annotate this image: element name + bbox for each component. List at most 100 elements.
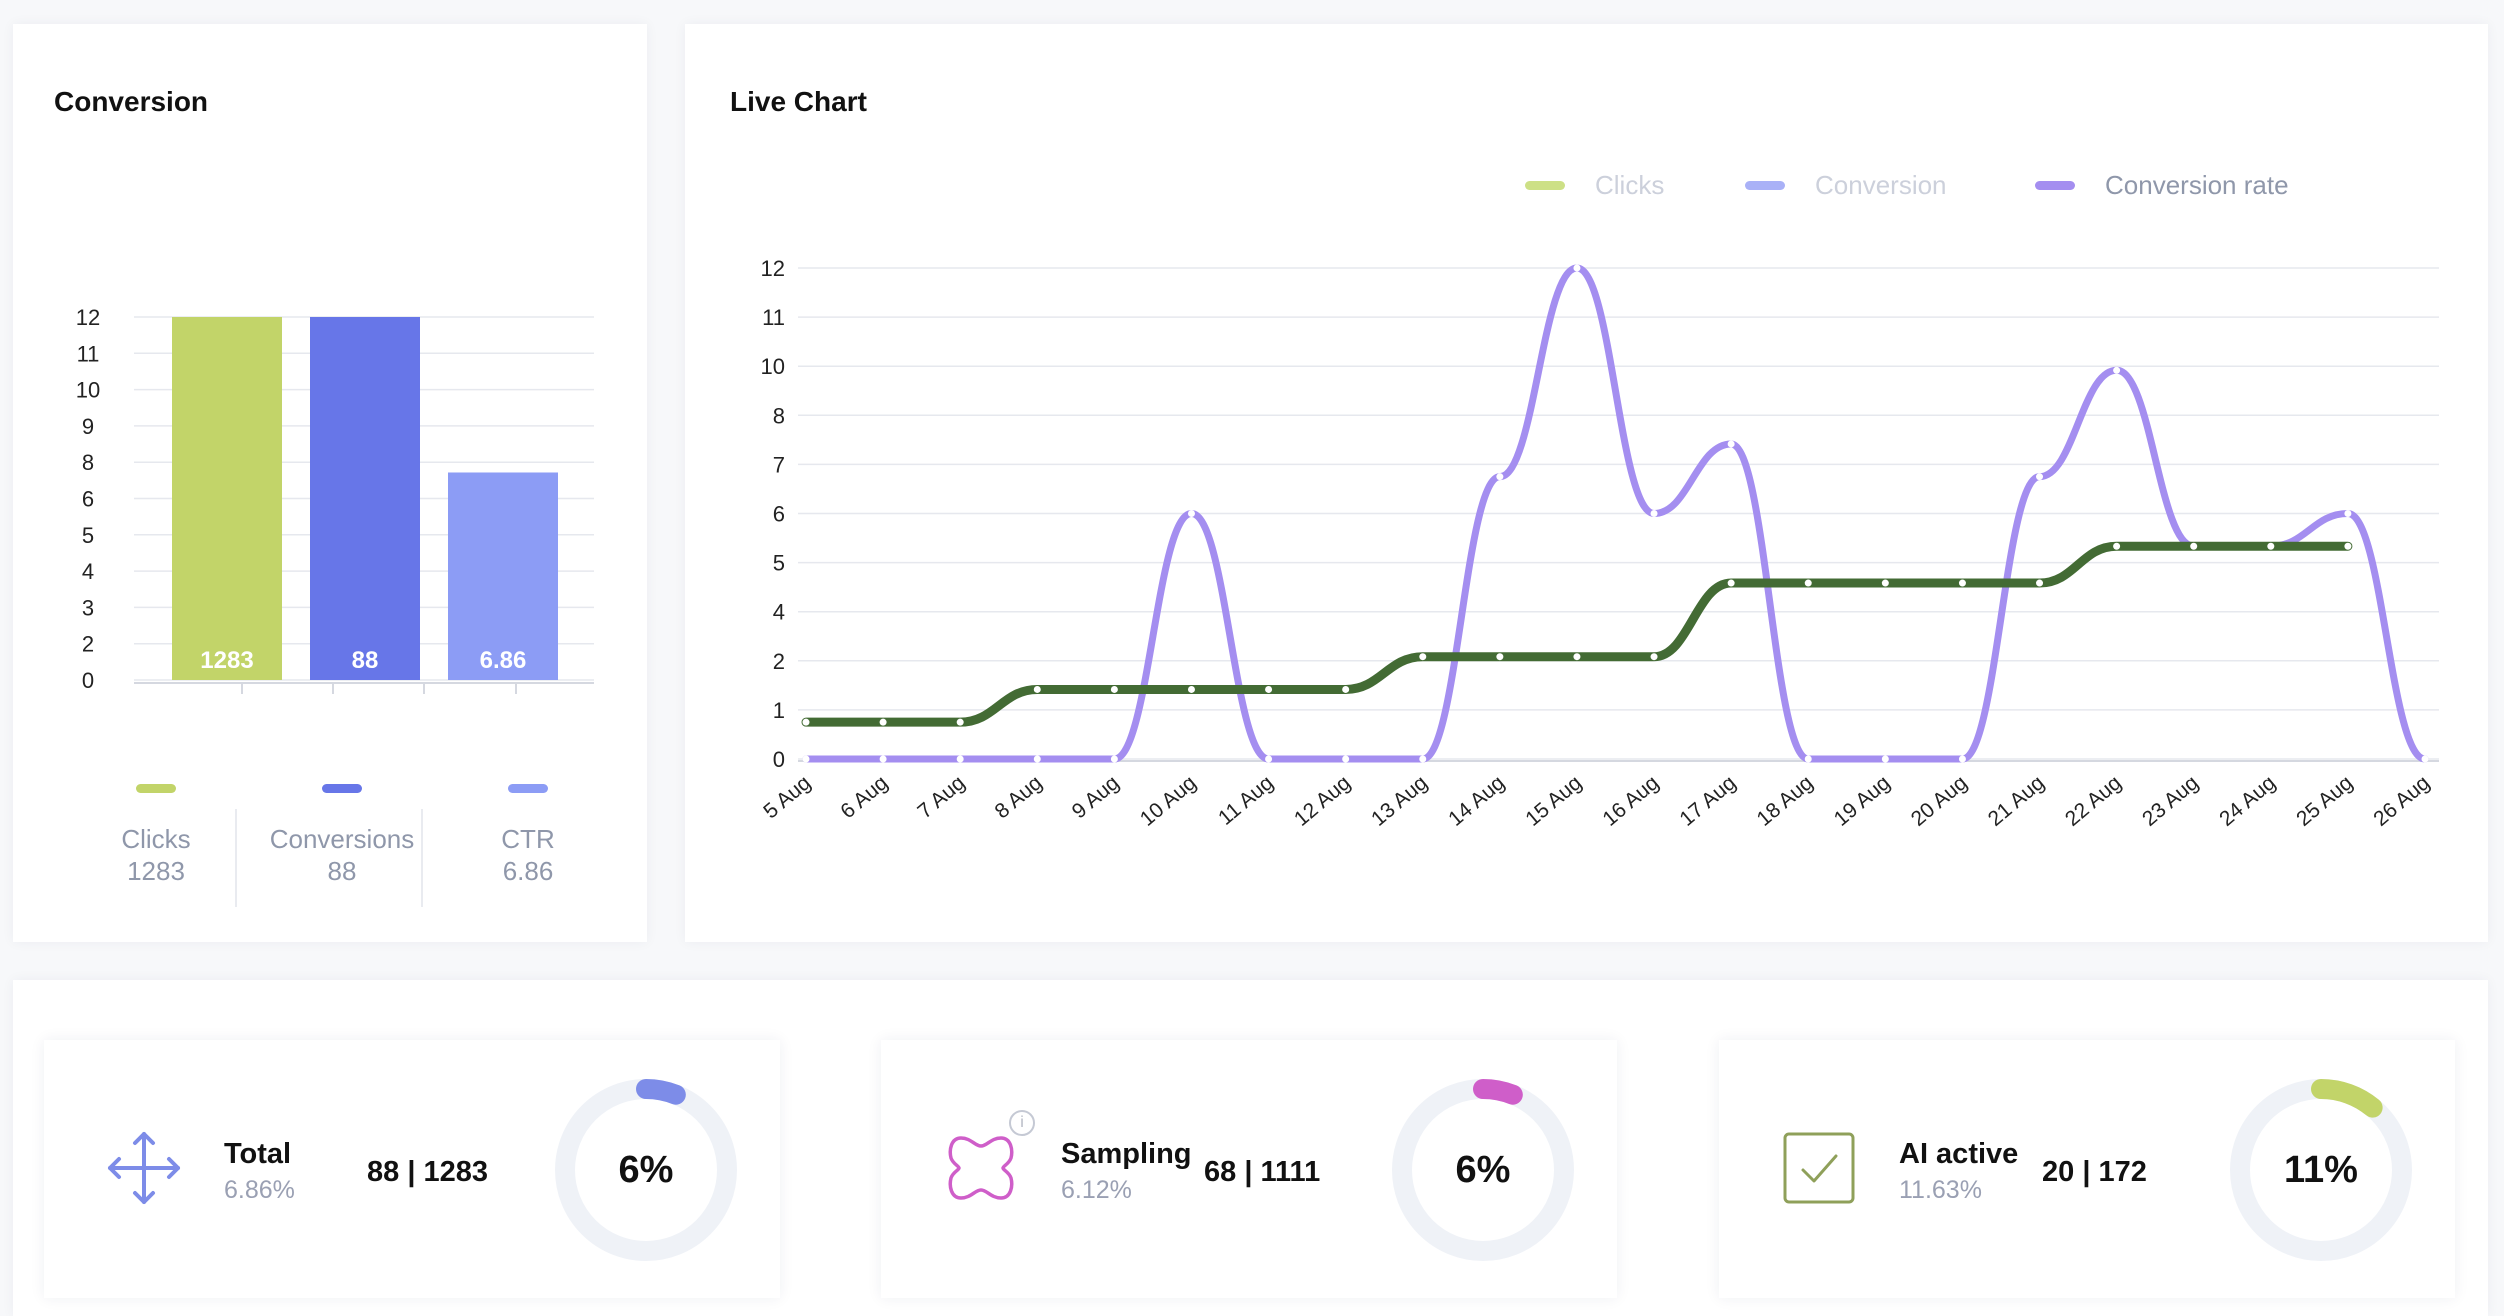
legend-value: 6.86 (502, 856, 554, 886)
data-point (1110, 755, 1118, 763)
y-tick-label: 1 (773, 698, 785, 723)
data-point (1727, 440, 1735, 448)
data-point (1573, 653, 1581, 661)
bar-data-label: 88 (352, 647, 379, 674)
bar (310, 317, 420, 680)
series-line (802, 264, 2429, 763)
stat-card-sampling[interactable]: i Sampling 6.12% 68 | 1111 6% (881, 1040, 1617, 1298)
live-chart-card: Live Chart Clicks Conversion Conversion … (685, 24, 2488, 942)
x-tick-label: 18 Aug (1753, 771, 1818, 831)
legend-conversions[interactable]: Conversions 88 (242, 784, 442, 887)
legend-label: Clicks (121, 824, 191, 854)
data-point (1342, 755, 1350, 763)
x-tick-label: 24 Aug (2215, 771, 2280, 831)
data-point (2036, 473, 2044, 481)
x-tick-label: 20 Aug (1907, 771, 1972, 831)
stat-ratio: 88 | 1283 (367, 1156, 488, 1188)
y-tick-label: 12 (761, 256, 785, 281)
data-point (1342, 685, 1350, 693)
stat-name: AI active (1899, 1138, 2019, 1170)
stat-card-ai-active[interactable]: AI active 11.63% 20 | 172 11% (1719, 1040, 2455, 1298)
data-point (2036, 579, 2044, 587)
y-tick-label: 4 (82, 559, 94, 584)
x-tick-label: 26 Aug (2369, 771, 2434, 831)
legend-swatch-ctr (508, 784, 548, 793)
y-tick-label: 5 (82, 523, 94, 548)
data-point (1419, 755, 1427, 763)
data-point (1804, 755, 1812, 763)
data-point (1958, 579, 1966, 587)
data-point (1187, 510, 1195, 517)
data-point (1265, 755, 1273, 763)
legend-value: 88 (327, 856, 357, 886)
x-tick-label: 7 Aug (913, 771, 969, 823)
x-tick-label: 11 Aug (1214, 771, 1278, 830)
data-point (2344, 510, 2352, 517)
data-point (802, 755, 810, 763)
live-chart-title: Live Chart (730, 86, 867, 117)
data-point (1496, 473, 1504, 481)
y-tick-label: 6 (82, 487, 94, 512)
info-icon[interactable]: i (1009, 1110, 1035, 1136)
y-tick-label: 9 (82, 414, 94, 439)
legend-label: Conversion rate (2105, 170, 2289, 200)
x-tick-label: 6 Aug (836, 771, 892, 823)
legend-label: Conversions (269, 824, 415, 854)
data-point (1419, 653, 1427, 661)
x-tick-label: 16 Aug (1598, 771, 1663, 831)
legend-label: CTR (501, 824, 555, 854)
y-tick-label: 6 (773, 502, 785, 527)
progress-ring-label: 6% (618, 1148, 674, 1191)
legend-swatch-clicks (136, 784, 176, 793)
legend-swatch-conversion-rate (2035, 181, 2075, 190)
data-point (879, 718, 887, 726)
data-point (1265, 685, 1273, 693)
stat-ratio: 68 | 1111 (1204, 1156, 1321, 1188)
data-point (2344, 542, 2352, 550)
x-tick-label: 10 Aug (1136, 771, 1201, 831)
legend-label: Conversion (1815, 170, 1947, 200)
live-legend-clicks[interactable]: Clicks (1525, 170, 1664, 201)
x-tick-label: 21 Aug (1984, 771, 2049, 831)
x-tick-label: 19 Aug (1830, 771, 1895, 831)
stat-percentage: 11.63% (1899, 1176, 1982, 1204)
data-point (1033, 755, 1041, 763)
x-tick-label: 5 Aug (759, 771, 815, 823)
sampling-shape-icon (948, 1136, 1014, 1200)
data-point (879, 755, 887, 763)
legend-value: 1283 (127, 856, 185, 886)
stat-name: Total (224, 1138, 292, 1170)
data-point (1650, 653, 1658, 661)
conversion-title: Conversion (54, 86, 209, 117)
series-line (801, 541, 2353, 727)
stat-card-total[interactable]: Total 6.86% 88 | 1283 6% (44, 1040, 780, 1298)
bar (448, 472, 558, 680)
progress-ring-fill (555, 1079, 737, 1261)
data-point (1958, 755, 1966, 763)
x-tick-label: 15 Aug (1521, 771, 1586, 831)
bar-data-label: 6.86 (480, 647, 527, 674)
legend-clicks[interactable]: Clicks 1283 (56, 784, 256, 887)
x-tick-label: 8 Aug (991, 771, 1047, 823)
y-tick-label: 11 (762, 305, 785, 330)
data-point (1110, 685, 1118, 693)
progress-ring (1392, 1079, 1574, 1261)
legend-ctr[interactable]: CTR 6.86 (428, 784, 628, 887)
y-tick-label: 0 (773, 747, 785, 772)
stat-percentage: 6.12% (1061, 1176, 1132, 1204)
x-tick-label: 9 Aug (1068, 771, 1124, 823)
live-legend-conversion-rate[interactable]: Conversion rate (2035, 170, 2289, 201)
conversion-card: Conversion 0 2 3 4 5 6 8 9 10 11 12 1283 88 6.86 Clic… (13, 24, 647, 942)
data-point (956, 718, 964, 726)
x-tick-label: 23 Aug (2138, 771, 2203, 831)
data-point (1881, 755, 1889, 763)
data-point (1496, 653, 1504, 661)
live-legend-conversion[interactable]: Conversion (1745, 170, 1947, 201)
stat-percentage: 6.86% (224, 1176, 295, 1204)
y-tick-label: 10 (761, 354, 785, 379)
y-tick-label: 4 (773, 600, 785, 625)
stat-name: Sampling (1061, 1138, 1192, 1170)
data-point (2190, 542, 2198, 550)
progress-ring-fill (2230, 1079, 2412, 1261)
